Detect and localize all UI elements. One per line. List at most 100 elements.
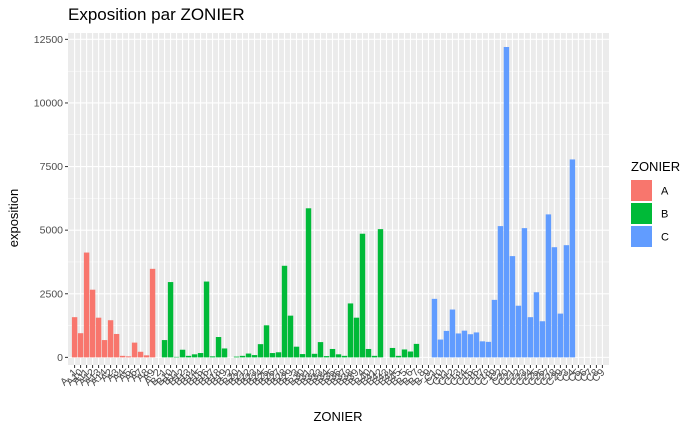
bar-B-17 [263,325,270,358]
bar-B-25 [311,353,318,358]
bar-C-16 [527,317,534,358]
bar-C-4 [455,333,462,358]
bar-A-3 [89,289,96,358]
bar-A-6 [107,320,114,358]
bar-B-28 [329,348,336,358]
bar-C-8 [479,341,486,358]
bar-B-22 [293,346,300,358]
bar-C-9 [485,341,492,358]
bar-A-5 [101,340,108,358]
y-tick-label: 12500 [34,34,63,46]
legend: ZONIER ABC [631,159,680,247]
bar-B-42 [413,343,420,358]
bar-B-30 [341,355,348,358]
bar-A-11 [137,351,144,358]
bar-A-7 [113,333,120,358]
legend-key-C [631,226,652,247]
bar-B-35 [371,355,378,358]
bar-B-3 [179,349,186,358]
bar-B-36 [377,229,384,358]
bar-B-15 [251,355,258,358]
bar-A-2 [83,252,90,358]
bar-B-33 [359,233,366,358]
bar-B-8 [209,356,216,358]
bar-C-22 [563,245,570,358]
x-axis-ticks: A_1A10A11A12A13A14A2A3A4A5A6A7A8A9A_2B_1… [58,365,608,389]
bar-B-6 [197,353,204,358]
bar-C-5 [461,330,468,358]
bar-C-14 [515,305,522,358]
bar-B-18 [269,353,276,358]
bar-A-10 [131,342,138,358]
bar-B-26 [317,342,324,358]
legend-title: ZONIER [631,159,680,174]
legend-key-B [631,203,652,224]
bar-B-32 [353,317,360,358]
y-tick-label: 10000 [34,97,63,109]
bar-C-17 [533,292,540,358]
bar-C-19 [545,214,552,358]
y-tick-label: 2500 [40,288,64,300]
bar-B-19 [275,352,282,358]
y-axis-title: exposition [6,189,21,248]
y-axis-ticks: 0 2500 5000 7500 10000 12500 [34,34,68,364]
bar-C-20 [551,247,558,358]
bar-B-7 [203,281,210,358]
bar-B-29 [335,354,342,358]
legend-key-A [631,180,652,201]
bar-C-0 [431,298,438,358]
bar-B-12 [233,356,240,358]
bar-B-9 [215,337,222,358]
bar-B-23 [299,354,306,358]
legend-label-B: B [661,209,668,221]
chart-title: Exposition par ZONIER [68,5,245,24]
bars [71,46,576,358]
bar-B-27 [323,356,330,358]
bar-A-12 [143,355,150,358]
bar-B-34 [365,348,372,358]
bar-B-38 [389,347,396,358]
bar-C-18 [539,321,546,358]
y-tick-label: 7500 [40,161,64,173]
x-axis-title: ZONIER [313,409,362,424]
legend-label-A: A [661,186,669,198]
bar-A-8 [119,355,126,358]
bar-B-0 [161,340,168,358]
bar-C-21 [557,313,564,358]
bar-C-13 [509,256,516,358]
bar-B-2 [173,356,180,358]
bar-B-24 [305,208,312,358]
bar-B-21 [287,315,294,358]
y-tick-label: 5000 [40,225,64,237]
bar-A-4 [95,317,102,358]
bar-B-4 [185,355,192,358]
y-tick-label: 0 [57,352,63,364]
bar-B-13 [239,355,246,358]
bar-C-3 [449,309,456,358]
bar-B-20 [281,265,288,358]
bar-A-0 [71,317,78,358]
bar-C-1 [437,339,444,358]
bar-B-5 [191,354,198,358]
bar-A-1 [77,333,84,358]
bar-C-10 [491,299,498,358]
bar-C-7 [473,332,480,358]
bar-B-39 [395,355,402,358]
bar-B-41 [407,351,414,358]
bar-C-23 [569,159,576,358]
bar-C-12 [503,46,510,358]
bar-C-6 [467,334,474,358]
bar-C-15 [521,228,528,358]
bar-A-13 [149,268,156,358]
bar-B-1 [167,282,174,358]
bar-A-9 [125,356,132,358]
bar-B-14 [245,353,252,358]
bar-B-16 [257,344,264,358]
legend-label-C: C [661,232,669,244]
bar-B-40 [401,349,408,358]
bar-C-2 [443,330,450,358]
grid-lines [68,33,609,365]
bar-B-31 [347,303,354,358]
bar-B-10 [221,348,228,358]
